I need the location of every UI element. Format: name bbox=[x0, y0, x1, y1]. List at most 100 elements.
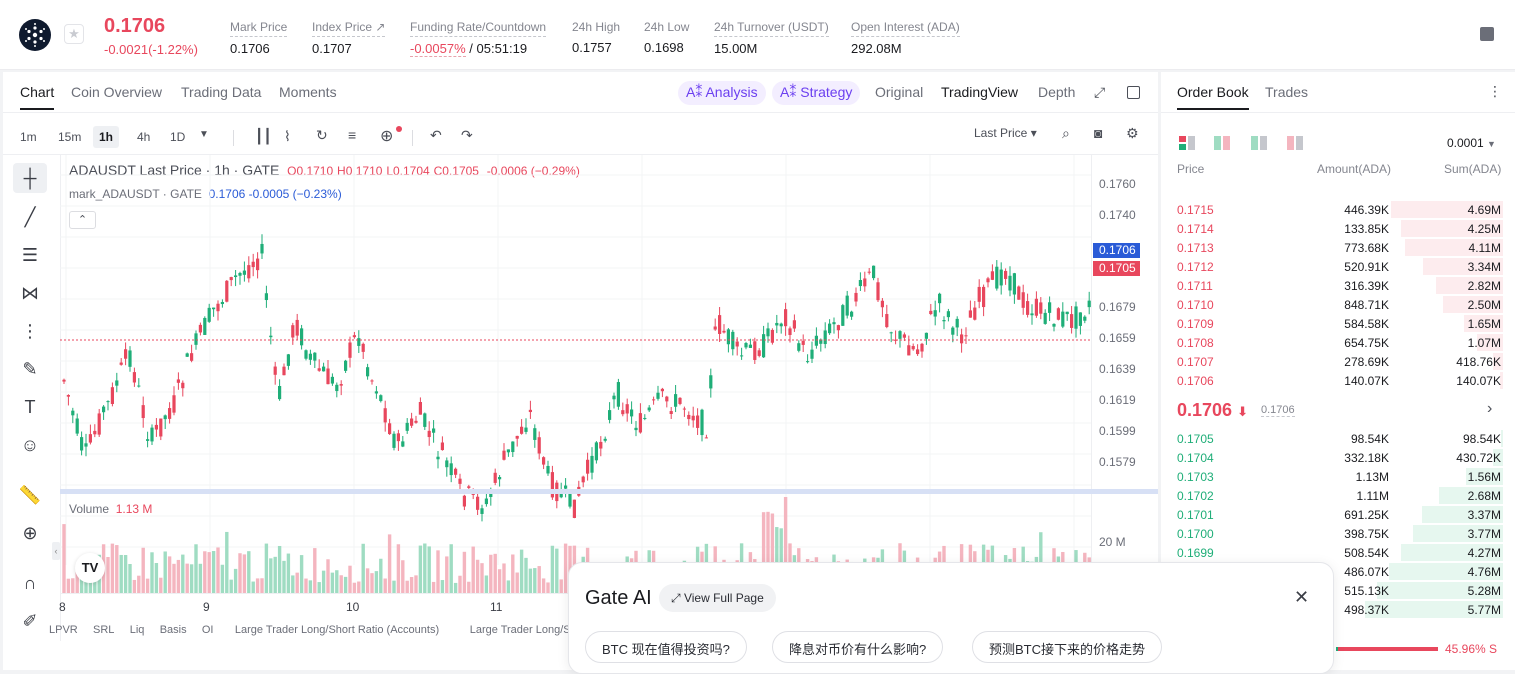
magnet-icon[interactable]: ∩ bbox=[23, 573, 37, 593]
divider bbox=[60, 154, 61, 641]
ask-row[interactable]: 0.1708 654.75K 1.07M bbox=[1161, 333, 1515, 352]
ask-row[interactable]: 0.1711 316.39K 2.82M bbox=[1161, 276, 1515, 295]
bid-row[interactable]: 515.13K 5.28M bbox=[1161, 581, 1515, 600]
indicator-srl[interactable]: SRL bbox=[93, 624, 115, 636]
volume-bar bbox=[167, 556, 172, 593]
replay-icon[interactable]: ↻ bbox=[316, 127, 328, 143]
tab-chart[interactable]: Chart bbox=[20, 84, 55, 110]
collapse-legend-button[interactable]: ⌃ bbox=[69, 211, 96, 229]
tab-original[interactable]: Original bbox=[875, 84, 924, 100]
indicator-oi[interactable]: OI bbox=[201, 624, 214, 636]
redo-icon[interactable]: ↷ bbox=[461, 127, 473, 143]
window-icon[interactable] bbox=[1127, 86, 1140, 99]
undo-icon[interactable]: ↶ bbox=[430, 127, 442, 143]
collapse-toolbar-icon[interactable]: ‹ bbox=[52, 542, 60, 560]
camera-icon[interactable]: ◙ bbox=[1094, 125, 1103, 141]
timeframe-1m[interactable]: 1m bbox=[20, 130, 37, 144]
volume-bar bbox=[515, 572, 519, 593]
ask-row[interactable]: 0.1715 446.39K 4.69M bbox=[1161, 200, 1515, 219]
bid-row[interactable]: 0.1705 98.54K 98.54K bbox=[1161, 429, 1515, 448]
ask-row[interactable]: 0.1710 848.71K 2.50M bbox=[1161, 295, 1515, 314]
settings-gear-icon[interactable]: ⚙ bbox=[1126, 125, 1139, 141]
timeframe-dropdown-icon[interactable]: ▼ bbox=[199, 129, 209, 140]
pattern-icon[interactable]: ⋈ bbox=[21, 283, 39, 303]
volume-bar bbox=[198, 563, 203, 593]
precision-select[interactable]: 0.0001 ▼ bbox=[1447, 136, 1496, 150]
timeframe-1d[interactable]: 1D bbox=[170, 130, 186, 144]
ai-strategy-button[interactable]: A⁑ Strategy bbox=[772, 81, 861, 105]
view-bids-icon[interactable] bbox=[1251, 136, 1267, 150]
expand-icon[interactable]: ⤢ bbox=[1094, 84, 1106, 100]
close-icon[interactable]: ✕ bbox=[1294, 587, 1310, 607]
indicator-long-short[interactable]: Large Trader Long/Sh bbox=[469, 624, 577, 636]
book-icon[interactable] bbox=[1480, 27, 1494, 41]
ask-row[interactable]: 0.1706 140.07K 140.07K bbox=[1161, 371, 1515, 390]
tab-trades[interactable]: Trades bbox=[1265, 84, 1309, 100]
crosshair-icon[interactable]: ┼ bbox=[13, 163, 47, 193]
view-asks-icon[interactable] bbox=[1287, 136, 1303, 150]
chevron-right-icon[interactable]: › bbox=[1487, 400, 1493, 417]
lock-drawings-icon[interactable]: ✐ bbox=[22, 611, 38, 631]
cell-sum: 430.72K bbox=[1456, 451, 1501, 465]
depth-bar bbox=[1405, 239, 1503, 256]
suggestion-button[interactable]: 预测BTC接下来的价格走势 bbox=[972, 631, 1163, 663]
text-tool-icon[interactable]: T bbox=[24, 397, 36, 417]
tab-depth[interactable]: Depth bbox=[1038, 84, 1076, 100]
ai-analysis-button[interactable]: A⁑ Analysis bbox=[678, 81, 766, 105]
bid-row[interactable]: 498.37K 5.77M bbox=[1161, 600, 1515, 619]
ruler-icon[interactable]: 📏 bbox=[18, 485, 42, 505]
zoom-in-icon[interactable]: ⊕ bbox=[22, 523, 38, 543]
indicator-long-short-accounts[interactable]: Large Trader Long/Short Ratio (Accounts) bbox=[234, 624, 440, 636]
indicators-icon[interactable]: ⌇ bbox=[284, 128, 291, 144]
tab-tradingview[interactable]: TradingView bbox=[941, 84, 1019, 100]
view-both-icon[interactable] bbox=[1179, 136, 1195, 150]
ask-row[interactable]: 0.1709 584.58K 1.65M bbox=[1161, 314, 1515, 333]
prediction-icon[interactable]: ⋮ bbox=[21, 321, 39, 341]
stat-index-price[interactable]: Index Price ↗ 0.1707 bbox=[312, 20, 386, 56]
volume-bar bbox=[211, 551, 216, 593]
price-source-select[interactable]: Last Price ▾ bbox=[974, 126, 1037, 140]
suggestion-button[interactable]: 降息对币价有什么影响? bbox=[772, 631, 944, 663]
timeframe-1h[interactable]: 1h bbox=[93, 126, 120, 148]
templates-icon[interactable]: ≡ bbox=[348, 127, 357, 143]
ask-row[interactable]: 0.1714 133.85K 4.25M bbox=[1161, 219, 1515, 238]
timeframe-15m[interactable]: 15m bbox=[58, 130, 82, 144]
view-split-icon[interactable] bbox=[1214, 136, 1230, 150]
indicator-lpvr[interactable]: LPVR bbox=[49, 624, 78, 636]
bid-row[interactable]: 0.1699 508.54K 4.27M bbox=[1161, 543, 1515, 562]
favorite-star-icon[interactable]: ★ bbox=[64, 24, 84, 44]
indicator-liq[interactable]: Liq bbox=[129, 624, 145, 636]
bid-row[interactable]: 0.1702 1.11M 2.68M bbox=[1161, 486, 1515, 505]
tab-moments[interactable]: Moments bbox=[279, 84, 337, 100]
more-menu-icon[interactable]: ⋮ bbox=[1488, 83, 1502, 99]
timeframe-4h[interactable]: 4h bbox=[137, 130, 151, 144]
tab-order-book[interactable]: Order Book bbox=[1177, 84, 1249, 110]
fib-lines-icon[interactable]: ☰ bbox=[21, 245, 39, 265]
depth-bar bbox=[1422, 506, 1503, 523]
candles-icon[interactable]: ┃┃ bbox=[255, 128, 272, 144]
emoji-icon[interactable]: ☺ bbox=[20, 435, 40, 455]
bid-row[interactable]: 0.1701 691.25K 3.37M bbox=[1161, 505, 1515, 524]
bid-row[interactable]: 0.1704 332.18K 430.72K bbox=[1161, 448, 1515, 467]
trend-line-icon[interactable]: ╱ bbox=[24, 207, 36, 227]
add-indicator-icon[interactable]: ⊕ bbox=[380, 128, 394, 145]
mid-price: 0.1706 ⬇ bbox=[1177, 400, 1248, 420]
bid-row[interactable]: 0.1703 1.13M 1.56M bbox=[1161, 467, 1515, 486]
ask-row[interactable]: 0.1707 278.69K 418.76K bbox=[1161, 352, 1515, 371]
ask-row[interactable]: 0.1713 773.68K 4.11M bbox=[1161, 238, 1515, 257]
bid-row[interactable]: 486.07K 4.76M bbox=[1161, 562, 1515, 581]
tab-coin-overview[interactable]: Coin Overview bbox=[71, 84, 163, 100]
bid-row[interactable]: 0.1700 398.75K 3.77M bbox=[1161, 524, 1515, 543]
tradingview-logo-icon[interactable]: TV bbox=[75, 553, 105, 583]
pane-divider-handle[interactable] bbox=[60, 489, 1158, 494]
view-full-page-button[interactable]: ⤢ View Full Page bbox=[659, 584, 776, 612]
volume-bar bbox=[423, 543, 427, 593]
cell-price: 0.1703 bbox=[1177, 470, 1214, 484]
ask-row[interactable]: 0.1712 520.91K 3.34M bbox=[1161, 257, 1515, 276]
indicator-basis[interactable]: Basis bbox=[159, 624, 187, 636]
tab-trading-data[interactable]: Trading Data bbox=[181, 84, 262, 100]
brush-icon[interactable]: ✎ bbox=[22, 359, 38, 379]
search-icon[interactable]: ⌕ bbox=[1062, 125, 1070, 141]
suggestion-button[interactable]: BTC 现在值得投资吗? bbox=[585, 631, 747, 663]
candlestick-chart[interactable] bbox=[60, 155, 1091, 565]
